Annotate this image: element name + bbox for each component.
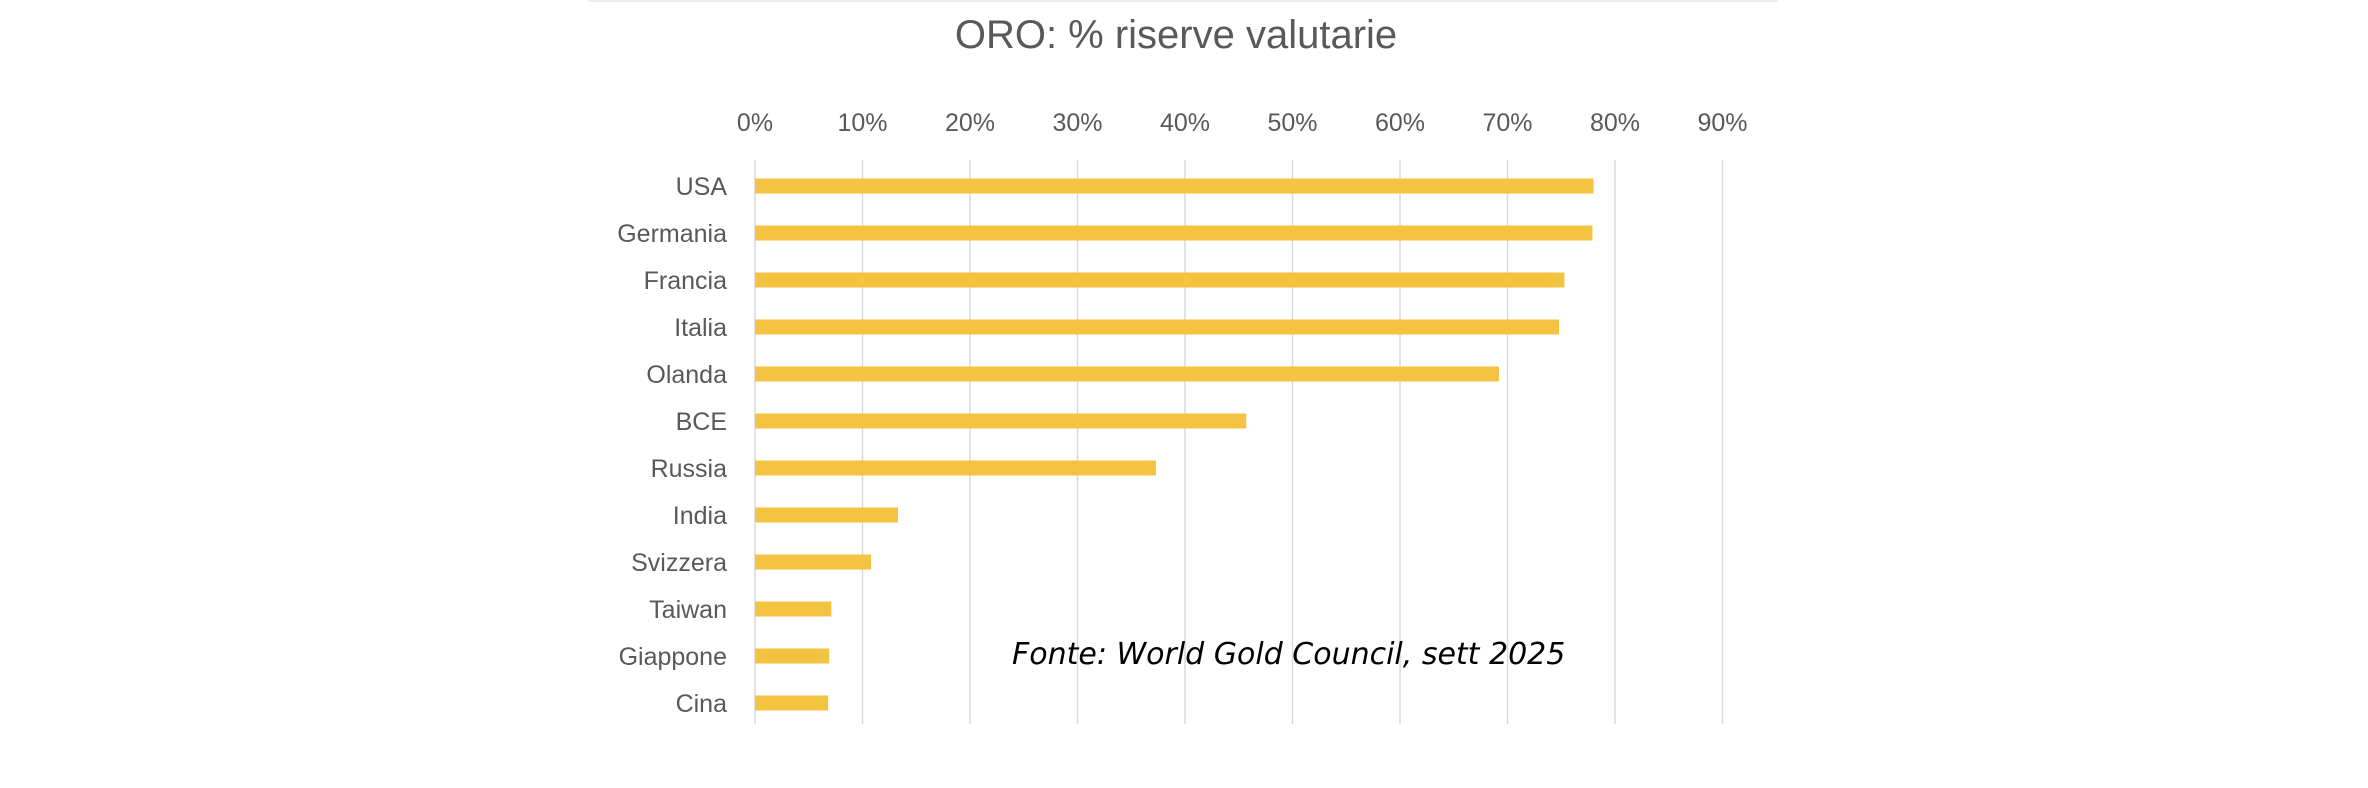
x-tick-label: 10% [837,109,887,137]
bar [755,648,830,664]
category-label: Svizzera [631,549,727,577]
x-tick-label: 60% [1375,109,1425,137]
category-labels: USA Germania Francia Italia Olanda BCE Russia I… [617,173,727,718]
bar [755,460,1156,476]
chart-title: ORO: % riserve valutarie [955,13,1397,57]
category-label: BCE [676,408,727,436]
bar [755,225,1593,241]
bar [755,319,1560,335]
x-axis-tick-labels: 0% 10% 20% 30% 40% 50% 60% 70% 80% 90% [737,109,1748,137]
category-label: Germania [617,220,727,248]
source-annotation: Fonte: World Gold Council, sett 2025 [1012,637,1565,672]
category-label: Francia [644,267,727,295]
bar [755,554,872,570]
category-label: USA [676,173,728,201]
gridlines [754,160,1724,724]
bar [755,601,832,617]
category-label: Cina [676,690,728,718]
bar [755,366,1499,382]
x-tick-label: 40% [1160,109,1210,137]
bar [755,178,1594,194]
category-label: Olanda [646,361,727,389]
bar [755,413,1247,429]
x-tick-label: 20% [945,109,995,137]
category-label: Taiwan [649,596,727,624]
x-tick-label: 0% [737,109,773,137]
category-label: Giappone [619,643,727,671]
bar [755,507,898,523]
x-tick-label: 50% [1267,109,1317,137]
x-tick-label: 80% [1590,109,1640,137]
category-label: India [673,502,727,530]
x-tick-label: 90% [1697,109,1747,137]
category-label: Italia [674,314,727,342]
x-tick-label: 70% [1482,109,1532,137]
bars [755,178,1594,711]
category-label: Russia [651,455,728,483]
bar [755,272,1565,288]
bar [755,695,829,711]
x-tick-label: 30% [1052,109,1102,137]
